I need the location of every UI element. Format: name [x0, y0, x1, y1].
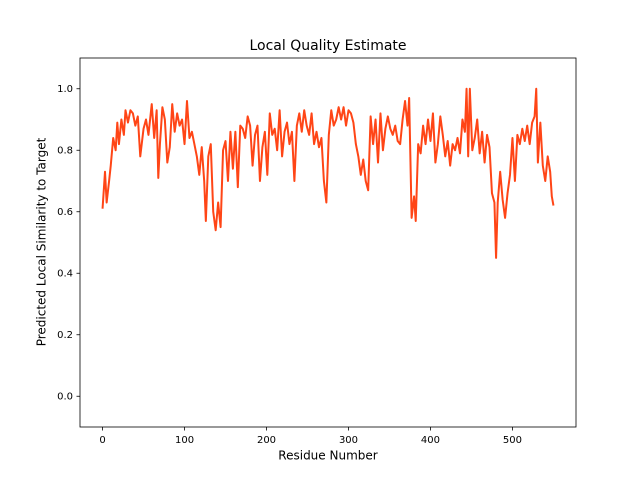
y-tick-label: 0.4	[57, 268, 73, 279]
y-tick-label: 0.2	[57, 330, 73, 341]
x-tick-label: 200	[257, 435, 276, 446]
y-axis-label: Predicted Local Similarity to Target	[35, 137, 49, 346]
x-tick-label: 500	[503, 435, 522, 446]
y-tick-label: 1.0	[57, 84, 73, 95]
plot-frame	[79, 57, 577, 428]
y-tick-label: 0.6	[57, 207, 73, 218]
x-tick-label: 0	[99, 435, 105, 446]
x-tick-label: 100	[175, 435, 194, 446]
x-tick-label: 400	[421, 435, 440, 446]
data-line	[101, 87, 555, 259]
x-tick-label: 300	[339, 435, 358, 446]
y-tick-label: 0.8	[57, 145, 73, 156]
x-axis-label: Residue Number	[278, 449, 377, 463]
chart-title: Local Quality Estimate	[249, 38, 406, 54]
y-tick-label: 0.0	[57, 391, 73, 402]
